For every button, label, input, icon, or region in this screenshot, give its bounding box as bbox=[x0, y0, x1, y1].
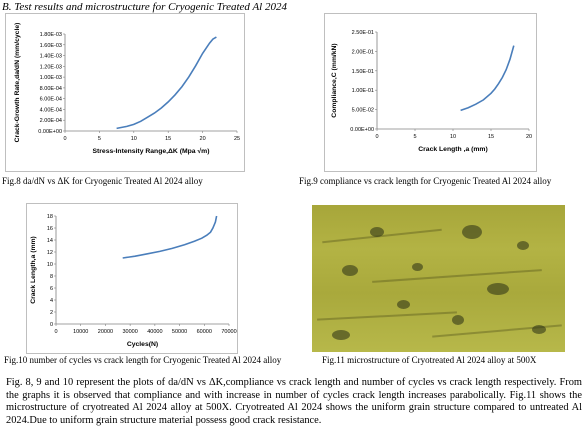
grain-streak bbox=[372, 269, 542, 283]
fig10-y-tick-label: 4 bbox=[50, 298, 53, 304]
fig10-caption: Fig.10 number of cycles vs crack length … bbox=[4, 355, 282, 365]
fig9-caption: Fig.9 compliance vs crack length for Cry… bbox=[299, 176, 552, 186]
fig8-plot: 0 5 10 15 20 25 0.00E+00 2.00E-04 4.00E-04 6.00E-… bbox=[14, 23, 240, 155]
fig8-caption: Fig.8 da/dN vs ΔK for Cryogenic Treated … bbox=[2, 176, 203, 186]
fig10-y-tick-label: 14 bbox=[47, 238, 53, 244]
fig8-x-tick-label: 25 bbox=[234, 136, 240, 142]
body-paragraph: Fig. 8, 9 and 10 represent the plots of … bbox=[6, 377, 582, 426]
fig8-y-tick-label: 1.80E-03 bbox=[40, 32, 62, 38]
grain-spot bbox=[487, 283, 509, 295]
fig9-plot: 0 5 10 15 20 0.00E+00 5.00E-02 1.00E-01 1.50E-01… bbox=[331, 30, 532, 153]
fig9-x-tick-label: 15 bbox=[488, 134, 494, 140]
fig10-x-tick-label: 10000 bbox=[73, 329, 88, 335]
fig10-y-tick-label: 2 bbox=[50, 310, 53, 316]
fig8-series-line bbox=[116, 36, 217, 130]
fig10-y-tick-label: 10 bbox=[47, 262, 53, 268]
fig10-y-tick-label: 8 bbox=[50, 274, 53, 280]
fig10-x-tick-label: 50000 bbox=[172, 329, 187, 335]
fig11-caption: Fig.11 microstructure of Cryotreated Al … bbox=[322, 355, 537, 365]
grain-spot bbox=[532, 325, 546, 334]
fig8-x-axis-label: Stress-Intensity Range,ΔK (Mpa √m) bbox=[92, 147, 209, 155]
grain-spot bbox=[332, 330, 350, 340]
fig8-y-tick-label: 2.00E-04 bbox=[40, 118, 62, 124]
grain-spot bbox=[370, 227, 384, 237]
fig9-y-tick-label: 2.50E-01 bbox=[352, 30, 374, 36]
fig8-x-tick-label: 5 bbox=[98, 136, 101, 142]
fig10-y-tick-label: 16 bbox=[47, 226, 53, 232]
fig10-x-axis-label: Cycles(N) bbox=[127, 341, 158, 348]
fig9-y-tick-label: 5.00E-02 bbox=[352, 108, 374, 114]
grain-spot bbox=[397, 300, 410, 309]
fig8-y-axis-label: Crack-Growth Rate,da/dN (mm/cycle) bbox=[14, 23, 21, 143]
fig9-chart: 0 5 10 15 20 0.00E+00 5.00E-02 1.00E-01 1.50E-01… bbox=[324, 13, 537, 172]
fig10-x-tick-label: 30000 bbox=[122, 329, 137, 335]
fig10-y-tick-label: 6 bbox=[50, 286, 53, 292]
fig10-y-tick-label: 12 bbox=[47, 250, 53, 256]
fig10-y-axis-label: Crack Length,a (mm) bbox=[30, 236, 37, 304]
grain-spot bbox=[452, 315, 464, 325]
fig9-y-tick-label: 1.50E-01 bbox=[352, 69, 374, 75]
fig10-x-tick-label: 70000 bbox=[221, 329, 236, 335]
fig8-chart: 0 5 10 15 20 25 0.00E+00 2.00E-04 4.00E-04 6.00E-… bbox=[5, 13, 245, 172]
fig9-y-tick-label: 0.00E+00 bbox=[350, 127, 374, 133]
fig10-x-tick-label: 20000 bbox=[98, 329, 113, 335]
fig9-x-tick-label: 5 bbox=[413, 134, 416, 140]
fig8-y-tick-label: 1.40E-03 bbox=[40, 54, 62, 60]
fig9-x-tick-label: 20 bbox=[526, 134, 532, 140]
fig8-x-tick-label: 0 bbox=[63, 136, 66, 142]
fig9-y-tick-label: 2.00E-01 bbox=[352, 49, 374, 55]
fig9-series-line bbox=[460, 45, 515, 112]
section-heading: B. Test results and microstructure for C… bbox=[2, 1, 287, 13]
fig8-x-tick-label: 20 bbox=[200, 136, 206, 142]
fig9-y-axis-label: Compliance,C (mm/kN) bbox=[331, 43, 338, 117]
fig8-y-tick-label: 0.00E+00 bbox=[38, 129, 62, 135]
fig10-y-tick-label: 0 bbox=[50, 322, 53, 328]
fig9-x-tick-label: 10 bbox=[450, 134, 456, 140]
fig10-x-tick-label: 40000 bbox=[147, 329, 162, 335]
grain-streak bbox=[317, 311, 457, 321]
fig8-x-tick-label: 15 bbox=[165, 136, 171, 142]
fig8-y-tick-label: 6.00E-04 bbox=[40, 97, 62, 103]
grain-spot bbox=[412, 263, 423, 271]
fig10-x-tick-label: 60000 bbox=[197, 329, 212, 335]
fig8-y-tick-label: 8.00E-04 bbox=[40, 86, 62, 92]
fig10-x-tick-label: 0 bbox=[54, 329, 57, 335]
fig10-y-tick-label: 18 bbox=[47, 214, 53, 220]
fig10-series-line bbox=[122, 215, 218, 259]
fig8-y-tick-label: 1.20E-03 bbox=[40, 64, 62, 70]
fig11-micrograph bbox=[312, 205, 565, 352]
fig9-y-tick-label: 1.00E-01 bbox=[352, 88, 374, 94]
fig8-y-tick-label: 4.00E-04 bbox=[40, 107, 62, 113]
grain-spot bbox=[342, 265, 358, 276]
fig9-x-tick-label: 0 bbox=[375, 134, 378, 140]
fig8-y-tick-label: 1.60E-03 bbox=[40, 43, 62, 49]
fig8-x-tick-label: 10 bbox=[131, 136, 137, 142]
grain-spot bbox=[462, 225, 482, 239]
fig8-y-tick-label: 1.00E-03 bbox=[40, 75, 62, 81]
fig9-x-axis-label: Crack Length ,a (mm) bbox=[418, 146, 488, 153]
grain-spot bbox=[517, 241, 529, 250]
fig10-chart: 0 10000 20000 30000 40000 50000 60000 70000 0 2 4 6… bbox=[26, 203, 238, 354]
fig10-plot: 0 10000 20000 30000 40000 50000 60000 70000 0 2 4 6… bbox=[30, 214, 237, 348]
